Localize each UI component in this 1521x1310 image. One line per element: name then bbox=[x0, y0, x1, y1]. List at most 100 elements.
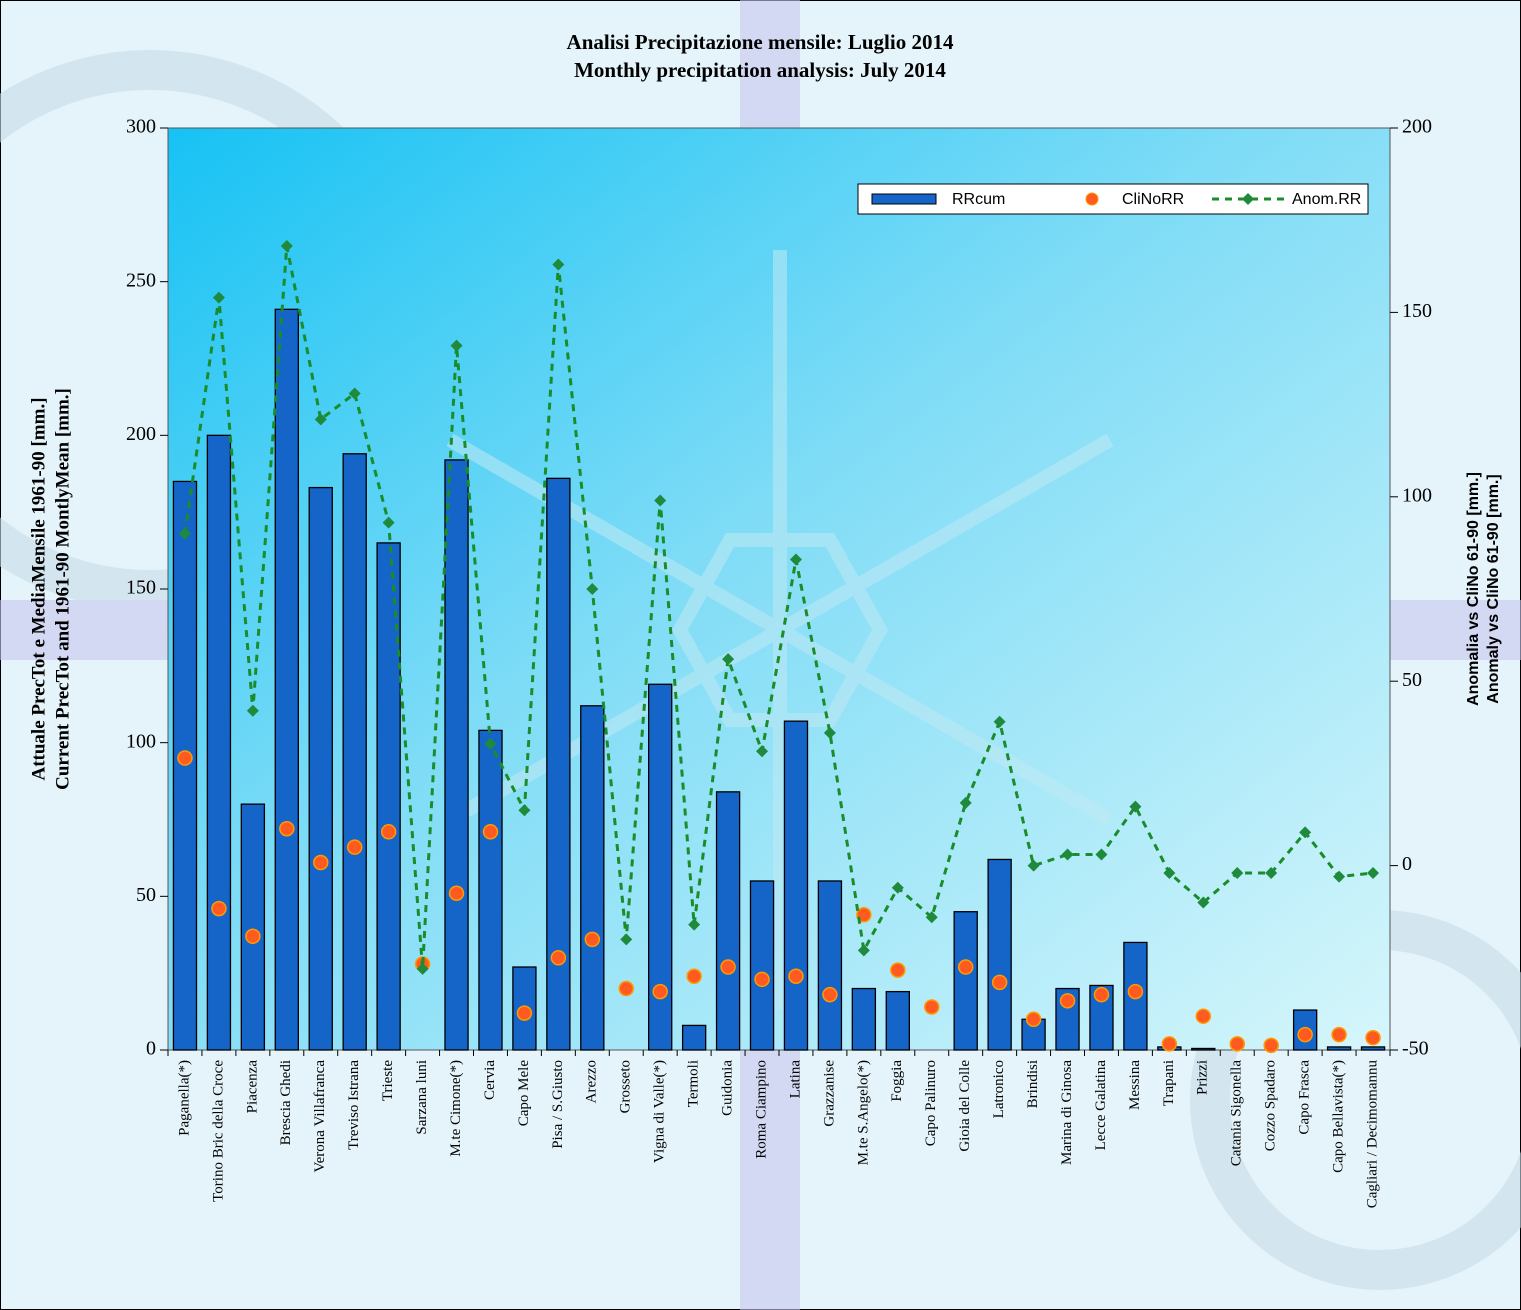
dot bbox=[618, 980, 634, 997]
marker bbox=[382, 516, 395, 529]
bar bbox=[715, 791, 741, 1051]
marker bbox=[178, 527, 191, 540]
dot bbox=[788, 968, 804, 984]
y-axis-label: Current PrecTot and 1961-90 MontlyMean [… bbox=[52, 388, 73, 790]
y-tick-label: 0 bbox=[146, 1038, 156, 1060]
x-tick-label: Foggia bbox=[889, 1060, 905, 1102]
x-tick-label: Grazzanise bbox=[821, 1060, 837, 1127]
y-axis-label: Attuale PrecTot e MediaMensile 1961-90 [… bbox=[28, 397, 49, 780]
x-tick-label: Catania Sigonella bbox=[1229, 1060, 1245, 1167]
x-tick-label: Torino Bric della Croce bbox=[210, 1060, 226, 1202]
marker bbox=[314, 413, 327, 426]
x-tick-label: Trieste bbox=[380, 1060, 396, 1101]
bar bbox=[681, 1024, 707, 1051]
x-tick-label: Brescia Ghedi bbox=[278, 1060, 294, 1145]
marker bbox=[1265, 866, 1278, 879]
marker bbox=[891, 881, 904, 894]
dot bbox=[177, 750, 193, 766]
x-tick-label: Vigna di Valle(*) bbox=[652, 1060, 668, 1163]
y-tick-label: 100 bbox=[126, 730, 156, 752]
dot bbox=[1297, 1026, 1313, 1043]
dot bbox=[279, 820, 295, 837]
marker bbox=[518, 804, 531, 817]
bar bbox=[376, 542, 401, 1051]
bar bbox=[274, 308, 299, 1051]
x-tick-label: Pisa / S.Giusto bbox=[550, 1060, 566, 1149]
dot bbox=[1161, 1036, 1178, 1052]
bar bbox=[342, 453, 367, 1051]
dot bbox=[720, 959, 736, 975]
dot bbox=[448, 885, 465, 902]
x-tick-label: Gioia del Colle bbox=[957, 1060, 973, 1152]
dot bbox=[1365, 1029, 1381, 1046]
marker bbox=[925, 911, 938, 924]
dot bbox=[1195, 1008, 1212, 1024]
marker bbox=[212, 291, 225, 304]
x-tick-label: Cagliari / Decimomannu bbox=[1364, 1060, 1380, 1209]
marker bbox=[654, 494, 667, 507]
marker bbox=[1095, 848, 1108, 861]
dot bbox=[1263, 1037, 1279, 1054]
marker bbox=[823, 726, 836, 739]
y-tick-label: 200 bbox=[126, 423, 156, 445]
dot bbox=[245, 928, 261, 945]
bar bbox=[1326, 1046, 1352, 1051]
x-tick-label: Arezzo bbox=[584, 1060, 600, 1103]
marker bbox=[246, 704, 259, 717]
bar bbox=[1360, 1046, 1386, 1051]
marker bbox=[280, 240, 293, 253]
dot bbox=[957, 959, 974, 975]
line bbox=[183, 245, 1374, 969]
x-tick-label: Messina bbox=[1127, 1060, 1143, 1110]
dot bbox=[1059, 993, 1076, 1009]
dot bbox=[1025, 1011, 1042, 1028]
bar bbox=[749, 880, 775, 1051]
y-tick-label: 300 bbox=[126, 116, 156, 138]
marker bbox=[1333, 870, 1346, 883]
legend-label: RRcum bbox=[952, 191, 1005, 208]
bar bbox=[1191, 1047, 1216, 1051]
y2-axis-label: Anomaly vs CliNo 61-90 [mm.] bbox=[1485, 474, 1502, 703]
marker bbox=[857, 944, 870, 957]
x-tick-label: Sarzana luni bbox=[414, 1060, 430, 1135]
dot bbox=[482, 824, 499, 840]
marker bbox=[1129, 800, 1142, 813]
x-tick-label: Latina bbox=[787, 1060, 803, 1099]
y2-tick-label: 50 bbox=[1402, 669, 1422, 691]
x-tick-label: Capo Bellavista(*) bbox=[1331, 1060, 1347, 1173]
dot bbox=[380, 824, 397, 840]
y2-tick-label: 200 bbox=[1402, 116, 1432, 138]
dot bbox=[211, 900, 227, 917]
marker bbox=[993, 715, 1006, 728]
dot bbox=[822, 986, 838, 1003]
x-tick-label: Lecce Galatina bbox=[1093, 1060, 1109, 1151]
dot bbox=[890, 962, 906, 978]
marker bbox=[620, 933, 633, 946]
y2-tick-label: -50 bbox=[1402, 1038, 1429, 1060]
x-tick-label: Marina di Ginosa bbox=[1059, 1060, 1075, 1165]
x-tick-label: Cervia bbox=[482, 1060, 498, 1100]
x-tick-label: Treviso Istrana bbox=[346, 1060, 362, 1150]
dot bbox=[1127, 983, 1144, 1000]
marker bbox=[552, 258, 565, 271]
legend-swatch bbox=[1085, 192, 1099, 206]
legend-label: CliNoRR bbox=[1122, 191, 1184, 208]
x-tick-label: Capo Frasca bbox=[1297, 1060, 1313, 1135]
marker bbox=[1163, 866, 1176, 879]
bar bbox=[648, 683, 673, 1051]
marker bbox=[1231, 866, 1244, 879]
x-tick-label: M.te Cimone(*) bbox=[448, 1060, 464, 1157]
marker bbox=[1197, 896, 1210, 909]
dot bbox=[924, 999, 940, 1015]
y2-tick-label: 150 bbox=[1402, 300, 1432, 322]
x-tick-label: Termoli bbox=[686, 1060, 702, 1107]
bar bbox=[953, 911, 978, 1051]
marker bbox=[416, 962, 429, 975]
marker bbox=[348, 387, 361, 400]
y-tick-label: 250 bbox=[126, 269, 156, 291]
legend-swatch bbox=[1242, 193, 1254, 205]
x-tick-label: Capo Mele bbox=[516, 1060, 532, 1127]
marker bbox=[959, 796, 972, 809]
bar bbox=[1089, 984, 1114, 1051]
